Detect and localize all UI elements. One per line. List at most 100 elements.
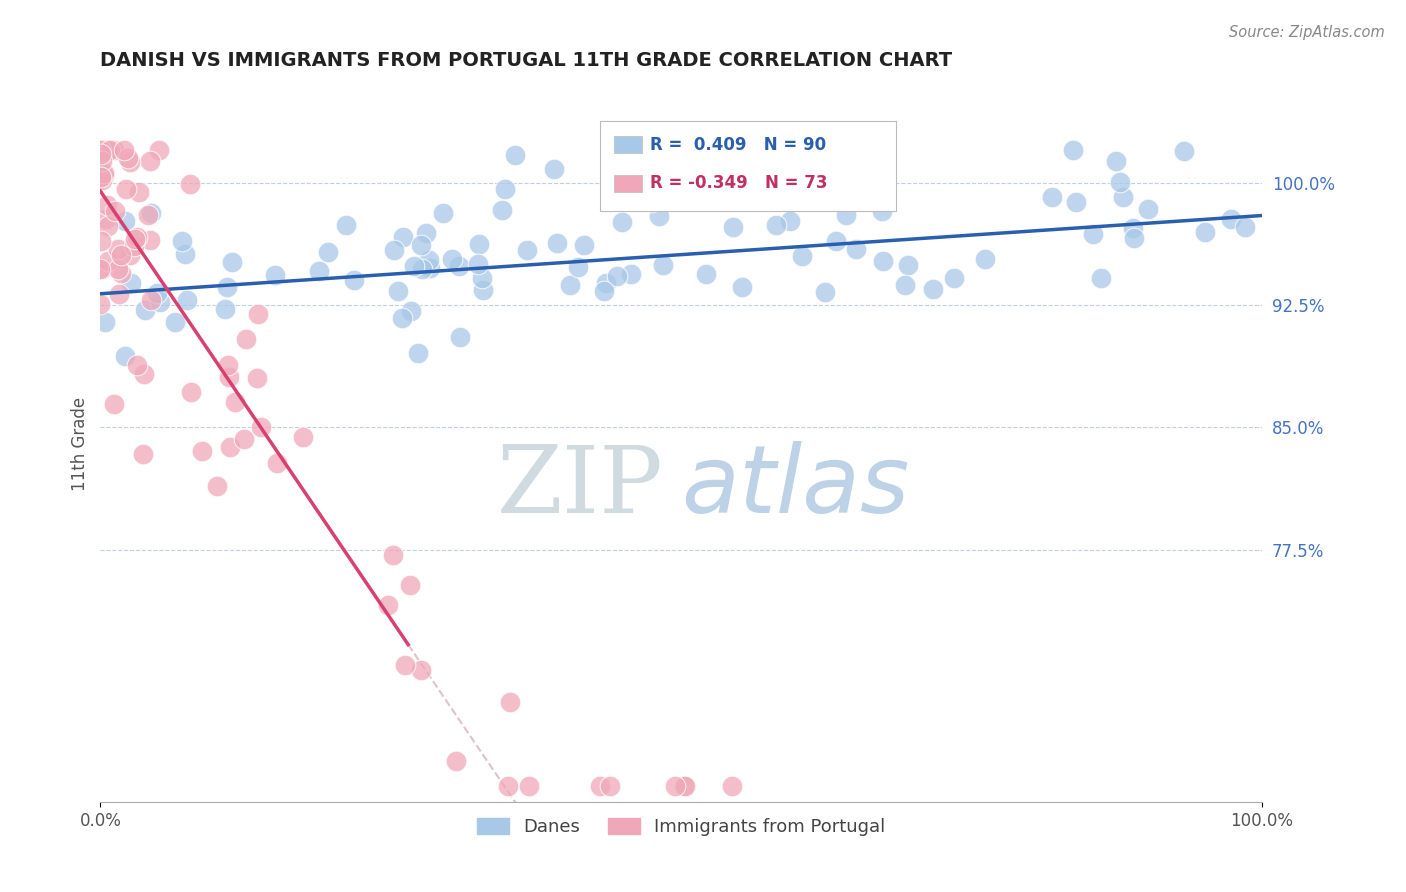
Point [90, 144, 112, 158]
Point [599, 779, 621, 793]
Point [1081, 227, 1104, 241]
Point [120, 276, 142, 290]
Point [134, 302, 156, 317]
Point [673, 779, 696, 793]
Point [471, 283, 494, 297]
FancyBboxPatch shape [614, 175, 641, 192]
Point [124, 232, 146, 246]
Point [897, 258, 920, 272]
Point [335, 218, 357, 232]
Text: ZIP: ZIP [496, 442, 664, 532]
Point [107, 242, 129, 256]
Point [218, 369, 240, 384]
Point [731, 280, 754, 294]
Point [145, 285, 167, 300]
Point [595, 276, 617, 290]
Point [110, 266, 132, 280]
Point [98, 144, 121, 158]
Point [89, 297, 111, 311]
Point [93, 166, 115, 180]
Point [610, 215, 633, 229]
Point [418, 253, 440, 268]
Point [127, 230, 149, 244]
Point [651, 258, 673, 272]
Legend: Danes, Immigrants from Portugal: Danes, Immigrants from Portugal [470, 811, 893, 844]
Point [91, 173, 114, 187]
Point [112, 144, 135, 158]
Point [647, 209, 669, 223]
Point [249, 419, 271, 434]
Text: R = -0.349   N = 73: R = -0.349 N = 73 [650, 174, 827, 193]
Point [96, 144, 118, 158]
Point [1173, 144, 1195, 158]
Point [117, 151, 139, 165]
Point [139, 153, 162, 168]
Point [695, 267, 717, 281]
Point [973, 252, 995, 267]
Point [115, 182, 138, 196]
Point [118, 248, 141, 262]
Point [411, 261, 433, 276]
Point [792, 249, 814, 263]
Point [89, 262, 111, 277]
Point [170, 234, 193, 248]
Point [593, 284, 616, 298]
Point [543, 162, 565, 177]
Point [180, 384, 202, 399]
Point [221, 255, 243, 269]
Point [1123, 231, 1146, 245]
Point [114, 214, 136, 228]
Point [139, 293, 162, 307]
Point [517, 779, 540, 793]
Point [1111, 189, 1133, 203]
Point [1233, 220, 1256, 235]
Point [318, 244, 340, 259]
Point [174, 247, 197, 261]
Point [89, 144, 111, 158]
Point [641, 195, 664, 210]
Point [391, 311, 413, 326]
Point [1136, 202, 1159, 216]
Point [870, 203, 893, 218]
Point [118, 154, 141, 169]
Point [377, 599, 399, 613]
Point [449, 330, 471, 344]
Point [765, 219, 787, 233]
Point [291, 430, 314, 444]
Point [381, 548, 404, 562]
Point [409, 663, 432, 677]
Point [266, 456, 288, 470]
Point [392, 230, 415, 244]
Point [893, 277, 915, 292]
Point [399, 577, 422, 591]
Point [943, 270, 966, 285]
Point [235, 332, 257, 346]
Point [572, 237, 595, 252]
Point [394, 658, 416, 673]
Point [214, 302, 236, 317]
Point [90, 262, 112, 277]
Point [626, 178, 648, 193]
Point [104, 203, 127, 218]
Point [406, 345, 429, 359]
Point [90, 153, 112, 168]
Point [247, 307, 270, 321]
Point [382, 243, 405, 257]
Point [103, 397, 125, 411]
Text: atlas: atlas [681, 442, 910, 533]
Point [496, 779, 519, 793]
Point [471, 271, 494, 285]
Point [402, 259, 425, 273]
Point [128, 185, 150, 199]
Point [90, 147, 112, 161]
Point [103, 144, 125, 158]
Point [1062, 144, 1084, 158]
Point [672, 779, 695, 793]
Point [432, 206, 454, 220]
Text: R =  0.409   N = 90: R = 0.409 N = 90 [650, 136, 825, 153]
Point [132, 368, 155, 382]
Point [399, 303, 422, 318]
Point [179, 177, 201, 191]
Point [233, 432, 256, 446]
Point [835, 208, 858, 222]
